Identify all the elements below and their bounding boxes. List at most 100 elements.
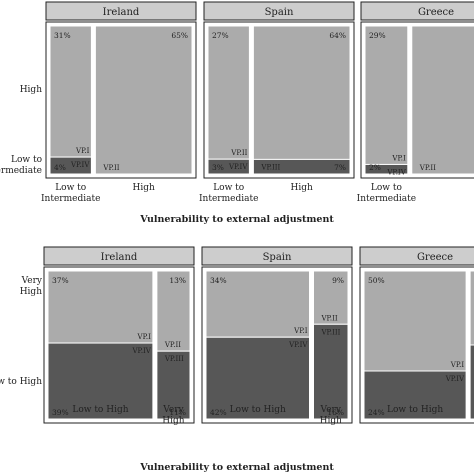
mosaic-cell bbox=[49, 156, 92, 175]
cell-vp-label: VP.II bbox=[321, 314, 338, 322]
mosaic-cell bbox=[364, 163, 409, 175]
x-tick-label: Very High bbox=[162, 405, 185, 426]
x-tick-label-line: High bbox=[162, 416, 184, 426]
panel-title: Spain bbox=[263, 252, 292, 263]
x-tick-label: Low to High bbox=[72, 405, 128, 415]
cell-percent-label: 27% bbox=[212, 31, 229, 40]
cell-percent-label: 37% bbox=[52, 276, 69, 285]
x-tick-label-line: Low to bbox=[55, 183, 86, 193]
cell-percent-label: 39% bbox=[52, 408, 69, 417]
panel-header bbox=[359, 246, 474, 266]
mosaic-chart-bottom: VeryHighow to HighIreland37%VP.I39%VP.IV… bbox=[0, 246, 474, 473]
cell-percent-label: 7% bbox=[334, 163, 346, 172]
y-axis-label-line: Low to bbox=[11, 155, 42, 165]
cell-vp-label: VP.I bbox=[391, 154, 406, 162]
x-tick-label-line: Very bbox=[320, 405, 342, 415]
x-tick-label-line: Very bbox=[162, 405, 184, 415]
mosaic-cell bbox=[156, 350, 191, 420]
cell-percent-label: 16% bbox=[327, 408, 344, 417]
y-axis-label-line: Very bbox=[21, 276, 43, 286]
panel-header bbox=[201, 246, 353, 266]
cell-vp-label: VP.IV bbox=[386, 168, 406, 176]
x-tick-label: High bbox=[291, 183, 313, 193]
cell-vp-label: VP.IV bbox=[288, 341, 308, 349]
x-tick-label: Very High bbox=[320, 405, 343, 426]
mosaic-cell bbox=[252, 158, 351, 175]
mosaic-cell bbox=[364, 25, 409, 165]
panel-header bbox=[43, 246, 195, 266]
panel-title: Greece bbox=[417, 252, 453, 263]
mosaic-cell bbox=[207, 158, 250, 175]
mosaic-cell bbox=[363, 270, 467, 372]
mosaic-cell bbox=[49, 25, 92, 158]
cell-percent-label: 65% bbox=[171, 31, 188, 40]
panel-greece: Greece 50% VP.I 24% VP.IV bbox=[359, 246, 474, 424]
y-axis-label: Very High bbox=[20, 276, 43, 297]
panel-greece: Greece 29% VP.I 2% VP.IV VP.II bbox=[360, 1, 474, 179]
panel-spain: Spain 34% VP.I 42% VP.IV 9% VP.II 16% VP.III bbox=[201, 246, 353, 424]
panel-header bbox=[360, 1, 474, 21]
panel-title: Ireland bbox=[103, 7, 140, 18]
mosaic-cell bbox=[363, 370, 467, 420]
x-tick-label-line: Intermediate bbox=[357, 194, 416, 204]
panel-spain: Spain 27% VP.II 3% VP.IV 64% 7% VP.III bbox=[203, 1, 355, 179]
cell-vp-label: VP.I bbox=[137, 333, 152, 341]
mosaic-cell bbox=[313, 270, 349, 325]
x-tick-label: Low to Intermediate bbox=[199, 183, 258, 204]
x-tick-label-line: Low to bbox=[371, 183, 402, 193]
x-tick-label-line: High bbox=[320, 416, 342, 426]
y-axis-label: High bbox=[20, 85, 42, 95]
x-tick-label: Low to Intermediate bbox=[357, 183, 416, 204]
cell-vp-label: VP.IV bbox=[131, 347, 151, 355]
cell-percent-label: 50% bbox=[368, 276, 385, 285]
cell-vp-label: VP.IV bbox=[228, 163, 248, 171]
cell-vp-label: VP.I bbox=[293, 327, 308, 335]
panel-header bbox=[45, 1, 197, 21]
cell-percent-label: 3% bbox=[212, 163, 224, 172]
x-tick-label: Low to High bbox=[387, 405, 443, 415]
x-tick-label-line: Intermediate bbox=[199, 194, 258, 204]
cell-percent-label: 64% bbox=[329, 31, 346, 40]
mosaic-cell bbox=[207, 25, 250, 160]
cell-percent-label: 42% bbox=[210, 408, 227, 417]
cell-percent-label: 11% bbox=[169, 408, 186, 417]
y-axis-label: ow to High bbox=[0, 377, 42, 387]
x-axis-title: Vulnerability to external adjustment bbox=[139, 462, 334, 473]
panel-ireland: Ireland 31% VP.I 4% VP.IV 65% VP.II bbox=[45, 1, 197, 179]
cell-vp-label: VP.II bbox=[164, 341, 181, 349]
y-axis-label-line: High bbox=[20, 287, 42, 297]
mosaic-cell bbox=[205, 336, 310, 420]
panel-title: Spain bbox=[265, 7, 294, 18]
cell-percent-label: 9% bbox=[332, 276, 344, 285]
mosaic-cell bbox=[411, 25, 474, 175]
mosaic-cell bbox=[469, 344, 474, 420]
cell-percent-label: 29% bbox=[369, 31, 386, 40]
cell-vp-label: VP.I bbox=[75, 147, 90, 155]
cell-vp-label: VP.III bbox=[164, 355, 184, 363]
cell-vp-label: VP.I bbox=[450, 361, 465, 369]
cell-vp-label: VP.II bbox=[419, 164, 436, 172]
mosaic-cell bbox=[252, 25, 351, 160]
mosaic-cell bbox=[94, 25, 193, 175]
cell-percent-label: 34% bbox=[210, 276, 227, 285]
x-tick-label-line: Low to bbox=[213, 183, 244, 193]
x-tick-label: High bbox=[133, 183, 155, 193]
cell-percent-label: 24% bbox=[368, 408, 385, 417]
x-axis-title: Vulnerability to external adjustment bbox=[139, 214, 334, 225]
cell-vp-label: VP.IV bbox=[70, 161, 90, 169]
panel-title: Greece bbox=[418, 7, 454, 18]
cell-vp-label: VP.III bbox=[260, 163, 280, 171]
cell-vp-label: VP.II bbox=[230, 149, 247, 157]
mosaic-cell bbox=[469, 270, 474, 346]
cell-percent-label: 13% bbox=[169, 276, 186, 285]
cell-percent-label: 2% bbox=[369, 163, 381, 172]
panel-header bbox=[203, 1, 355, 21]
panel-title: Ireland bbox=[101, 252, 138, 263]
cell-vp-label: VP.III bbox=[321, 328, 341, 336]
mosaic-cell bbox=[47, 342, 154, 420]
y-axis-label-line: Intermediate bbox=[0, 166, 42, 176]
mosaic-cell bbox=[205, 270, 310, 338]
